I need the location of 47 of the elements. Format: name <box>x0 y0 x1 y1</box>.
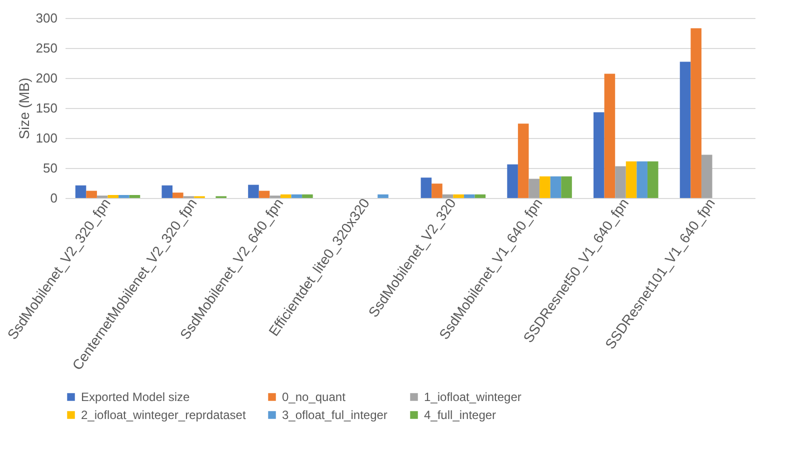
bar <box>432 184 442 198</box>
bar <box>690 28 702 198</box>
y-tick-label: 300 <box>36 10 58 26</box>
bar <box>464 194 475 198</box>
bar <box>550 176 562 198</box>
legend-label: 3_ofloat_ful_integer <box>282 408 388 422</box>
y-tick-label: 100 <box>36 130 58 146</box>
legend-label: 0_no_quant <box>282 390 346 404</box>
bar <box>442 194 454 198</box>
bar <box>507 164 518 198</box>
bar <box>626 161 637 198</box>
legend-label: 4_full_integer <box>424 408 496 422</box>
bar <box>420 178 432 198</box>
bar <box>518 124 529 198</box>
bar <box>615 166 626 198</box>
bar <box>302 194 313 198</box>
bar <box>636 161 648 198</box>
bar <box>647 161 658 198</box>
bar <box>453 194 464 198</box>
legend-label: Exported Model size <box>81 390 190 404</box>
bar <box>75 185 86 198</box>
bar <box>118 195 130 198</box>
bar <box>248 184 259 198</box>
bar <box>561 176 572 198</box>
y-tick-label: 200 <box>36 70 58 86</box>
bar <box>378 194 388 198</box>
legend-label: 1_iofloat_winteger <box>424 390 522 404</box>
y-axis-title: Size (MB) <box>16 78 32 140</box>
bar <box>604 74 616 198</box>
bar <box>162 185 173 198</box>
bar <box>540 176 550 198</box>
bar <box>528 178 540 198</box>
bar <box>280 194 292 198</box>
bar <box>86 190 97 198</box>
bar <box>108 195 119 198</box>
bar <box>474 194 486 198</box>
bar <box>680 62 691 198</box>
bar <box>172 192 184 198</box>
bar <box>594 112 604 198</box>
y-tick-label: 250 <box>36 40 58 56</box>
bar <box>701 154 712 198</box>
y-tick-label: 50 <box>43 160 58 176</box>
bar <box>129 195 140 198</box>
bar <box>258 190 270 198</box>
y-tick-label: 150 <box>36 100 58 116</box>
bar <box>291 194 302 198</box>
legend-label: 2_iofloat_winteger_reprdataset <box>81 408 246 422</box>
